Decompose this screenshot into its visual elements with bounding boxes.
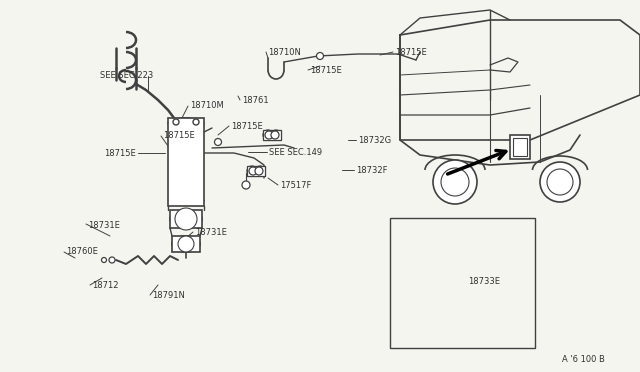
- Text: 18710N: 18710N: [268, 48, 301, 57]
- Circle shape: [433, 160, 477, 204]
- Circle shape: [540, 162, 580, 202]
- Bar: [263, 130, 281, 140]
- Text: 18791N: 18791N: [152, 291, 185, 299]
- Text: 18710M: 18710M: [190, 100, 224, 109]
- Text: 18715E: 18715E: [310, 65, 342, 74]
- Circle shape: [249, 167, 257, 175]
- Text: 18732F: 18732F: [356, 166, 387, 174]
- Circle shape: [255, 167, 263, 175]
- Circle shape: [263, 130, 273, 140]
- Text: 18731E: 18731E: [88, 221, 120, 230]
- Text: 17517F: 17517F: [280, 180, 312, 189]
- Circle shape: [441, 168, 469, 196]
- Text: SEE SEC.223: SEE SEC.223: [100, 71, 153, 80]
- Bar: [168, 118, 204, 206]
- Bar: [170, 210, 202, 228]
- Circle shape: [178, 236, 194, 252]
- Bar: [172, 236, 200, 252]
- Circle shape: [242, 181, 250, 189]
- Text: A '6 100 B: A '6 100 B: [562, 356, 605, 365]
- Circle shape: [317, 52, 323, 60]
- Text: 18712: 18712: [92, 280, 118, 289]
- Circle shape: [271, 130, 281, 140]
- Circle shape: [173, 119, 179, 125]
- Circle shape: [247, 166, 257, 176]
- Circle shape: [102, 257, 106, 263]
- Bar: [247, 166, 265, 176]
- Text: 18715E: 18715E: [104, 148, 136, 157]
- Text: 18715E: 18715E: [163, 131, 195, 140]
- Circle shape: [271, 131, 279, 139]
- Text: 18760E: 18760E: [66, 247, 98, 257]
- Circle shape: [547, 169, 573, 195]
- Text: SEE SEC.149: SEE SEC.149: [269, 148, 322, 157]
- Text: 18715E: 18715E: [395, 48, 427, 57]
- Text: 18731E: 18731E: [195, 228, 227, 237]
- Circle shape: [255, 166, 265, 176]
- Circle shape: [193, 119, 199, 125]
- Text: 18715E: 18715E: [231, 122, 263, 131]
- Bar: [390, 218, 535, 348]
- Circle shape: [214, 138, 221, 145]
- Circle shape: [265, 131, 273, 139]
- Bar: [513, 138, 527, 156]
- Circle shape: [109, 257, 115, 263]
- Text: 18732G: 18732G: [358, 135, 391, 144]
- Circle shape: [175, 208, 197, 230]
- Bar: [510, 135, 530, 159]
- Text: 18761: 18761: [242, 96, 269, 105]
- Text: 18733E: 18733E: [468, 278, 500, 286]
